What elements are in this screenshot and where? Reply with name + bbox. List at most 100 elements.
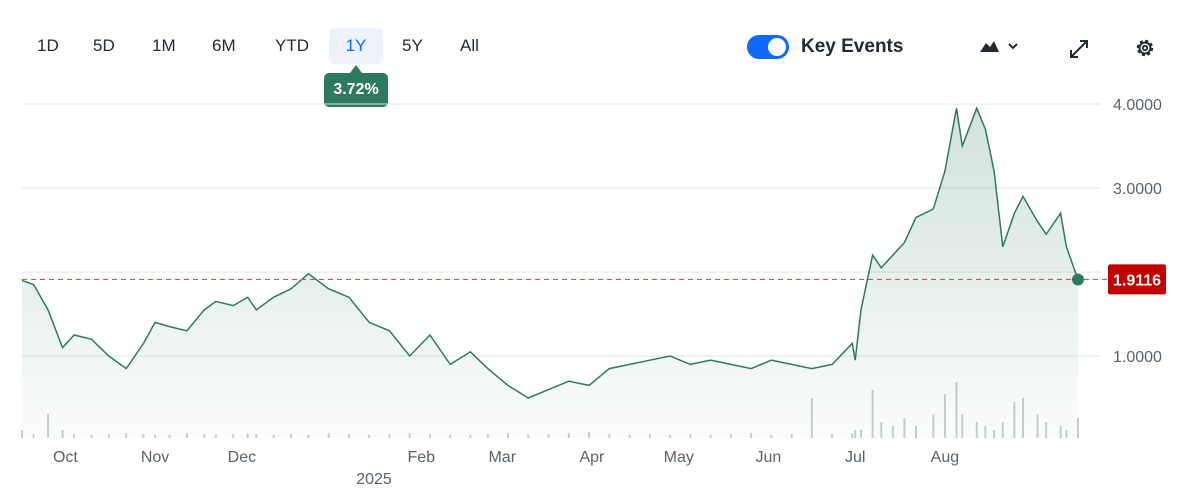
x-tick-label: Apr — [579, 449, 605, 466]
range-6m[interactable]: 6M — [203, 28, 245, 64]
price-point — [688, 362, 692, 366]
price-point — [153, 320, 157, 324]
settings-button[interactable] — [1132, 30, 1158, 64]
price-point — [607, 367, 611, 371]
last-price-label: 1.9116 — [1113, 272, 1161, 289]
price-point — [587, 383, 591, 387]
price-point — [943, 169, 947, 173]
price-point — [46, 308, 50, 312]
y-tick-label: 1.0000 — [1113, 349, 1162, 366]
price-point — [142, 341, 146, 345]
range-all[interactable]: All — [451, 28, 488, 64]
price-point — [1064, 245, 1068, 249]
range-ytd[interactable]: YTD — [266, 28, 318, 64]
price-line — [21, 106, 1079, 399]
price-point — [567, 379, 571, 383]
price-point — [367, 320, 371, 324]
price-point — [871, 253, 875, 257]
x-tick-label: Nov — [141, 449, 169, 466]
x-tick-label: Feb — [407, 449, 435, 466]
price-point — [1021, 194, 1025, 198]
price-point — [853, 358, 857, 362]
price-point — [61, 346, 65, 350]
year-label: 2025 — [356, 471, 392, 488]
price-point — [72, 333, 76, 337]
price-point — [810, 367, 814, 371]
price-point — [272, 295, 276, 299]
price-point — [1044, 232, 1048, 236]
price-point — [891, 253, 895, 257]
x-tick-label: Jun — [756, 449, 782, 466]
price-point — [790, 362, 794, 366]
price-point — [486, 367, 490, 371]
gear-icon — [1136, 39, 1154, 57]
price-point — [254, 308, 258, 312]
price-point — [107, 354, 111, 358]
price-point — [668, 354, 672, 358]
price-point — [387, 329, 391, 333]
price-point — [428, 333, 432, 337]
x-tick-label: Dec — [228, 449, 256, 466]
price-point — [914, 215, 918, 219]
price-point — [628, 362, 632, 366]
price-point — [526, 396, 530, 400]
price-point — [124, 367, 128, 371]
range-5d[interactable]: 5D — [84, 28, 124, 64]
price-point — [347, 295, 351, 299]
y-tick-label: 3.0000 — [1113, 181, 1162, 198]
last-price-marker: 1.9116 — [22, 264, 1166, 295]
range-1d[interactable]: 1D — [28, 28, 68, 64]
price-point — [729, 362, 733, 366]
price-point — [879, 266, 883, 270]
price-point — [468, 350, 472, 354]
change-badge: 3.72% — [324, 65, 388, 107]
price-point — [769, 358, 773, 362]
price-point — [168, 325, 172, 329]
range-5y[interactable]: 5Y — [393, 28, 432, 64]
price-point — [547, 388, 551, 392]
price-point — [830, 362, 834, 366]
price-point — [306, 272, 310, 276]
last-price-box — [1108, 264, 1166, 295]
price-point — [185, 329, 189, 333]
fullscreen-button[interactable] — [1066, 30, 1092, 64]
price-point — [89, 337, 93, 341]
mountain-chart-icon — [980, 41, 1018, 52]
price-point — [975, 106, 979, 110]
key-events-label: Key Events — [801, 36, 904, 57]
expand-icon — [1070, 40, 1088, 58]
x-tick-label: Aug — [931, 449, 959, 466]
price-point — [448, 362, 452, 366]
price-point — [327, 287, 331, 291]
price-point — [954, 106, 958, 110]
x-tick-label: Mar — [488, 449, 516, 466]
price-point — [648, 358, 652, 362]
price-point — [1012, 211, 1016, 215]
price-point — [1035, 220, 1039, 224]
price-point — [749, 367, 753, 371]
price-point — [246, 295, 250, 299]
price-point — [32, 283, 36, 287]
toggle-knob — [768, 38, 786, 56]
price-point — [506, 383, 510, 387]
x-tick-label: Oct — [53, 449, 78, 466]
price-point — [202, 308, 206, 312]
range-1m[interactable]: 1M — [143, 28, 185, 64]
price-point — [983, 127, 987, 131]
price-point — [960, 144, 964, 148]
area-fill — [22, 108, 1078, 438]
price-point — [214, 299, 218, 303]
price-point — [931, 207, 935, 211]
price-point — [902, 241, 906, 245]
key-events-toggle[interactable] — [747, 35, 789, 59]
price-point — [1001, 245, 1005, 249]
price-point — [1059, 211, 1063, 215]
price-point — [408, 354, 412, 358]
price-point — [289, 287, 293, 291]
price-point — [231, 304, 235, 308]
price-point — [709, 358, 713, 362]
price-point — [850, 341, 854, 345]
range-1y[interactable]: 1Y — [329, 28, 383, 64]
chart-type-button[interactable] — [975, 30, 1025, 64]
